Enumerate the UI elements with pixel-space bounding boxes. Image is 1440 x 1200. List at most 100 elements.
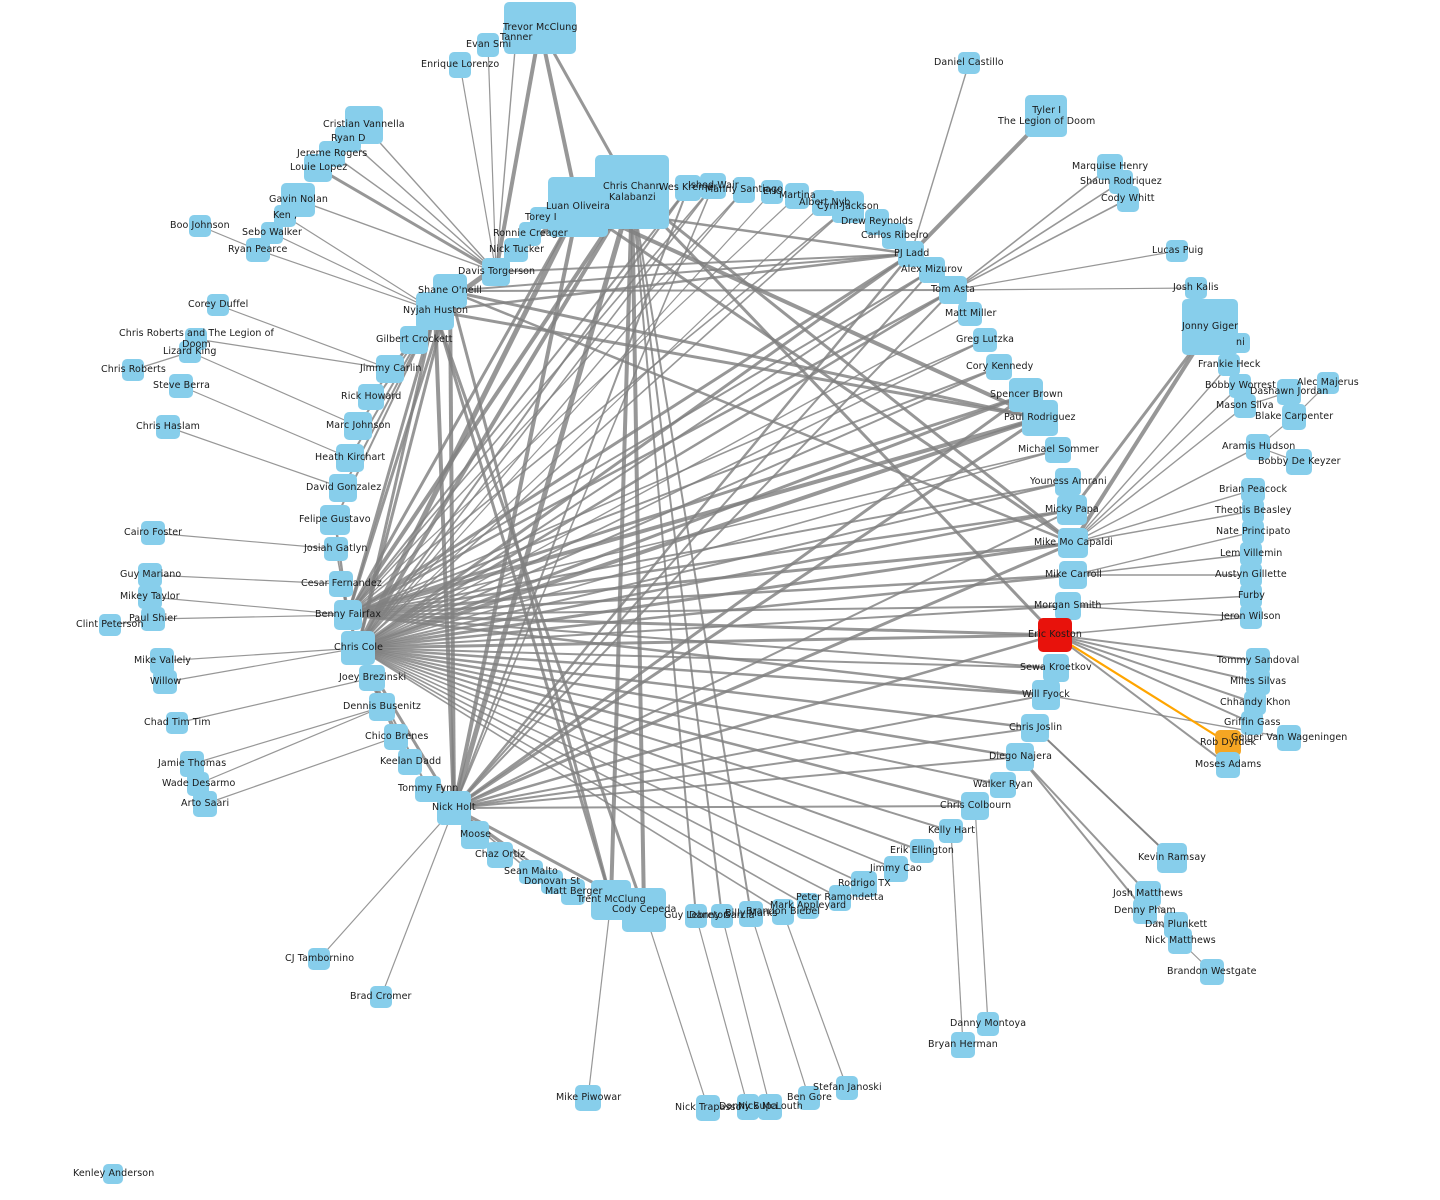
graph-node-jimmy-cao[interactable] (884, 856, 908, 882)
graph-node-wes-kremer[interactable] (675, 175, 701, 201)
graph-node-david-gonzalez[interactable] (329, 474, 357, 502)
graph-node-jonny-giger[interactable] (1182, 299, 1238, 355)
graph-node-frankie-heck[interactable] (1218, 354, 1240, 376)
graph-node-nick-mclouth[interactable] (758, 1094, 782, 1120)
graph-node-joey-brezinski[interactable] (359, 665, 385, 691)
graph-node-chhandy-khon[interactable] (1244, 691, 1266, 715)
graph-node-ishod-wair[interactable] (700, 173, 726, 199)
graph-node-kevin-ramsay[interactable] (1157, 843, 1187, 873)
graph-node-chris-haslam[interactable] (156, 415, 180, 439)
graph-node-erik-ellington[interactable] (910, 839, 934, 863)
graph-node-mason-silva[interactable] (1234, 394, 1256, 418)
graph-node-josiah-gatlyn[interactable] (324, 537, 348, 561)
graph-node-nick-trapasso[interactable] (696, 1095, 720, 1121)
graph-node-tyler-i[interactable] (1025, 95, 1067, 137)
graph-node-danny-supa[interactable] (737, 1094, 759, 1120)
graph-node-manny-santiago[interactable] (733, 177, 755, 203)
graph-node-dashawn-jordan[interactable] (1277, 379, 1301, 405)
graph-node-mike-carroll[interactable] (1059, 561, 1087, 589)
graph-node-mike-mo-capaldi[interactable] (1058, 528, 1088, 558)
graph-node-alec-majerus[interactable] (1317, 372, 1339, 394)
graph-node-clint-peterson[interactable] (99, 614, 121, 636)
graph-node-danny-garcia[interactable] (711, 904, 733, 928)
graph-node-griffin-gass[interactable] (1241, 711, 1263, 735)
graph-node-aramis-hudson[interactable] (1246, 434, 1270, 460)
graph-node-tom-asta[interactable] (939, 276, 967, 304)
graph-node-keelan-dadd[interactable] (398, 749, 422, 775)
graph-node-miles-silvas[interactable] (1246, 669, 1270, 695)
graph-node-mike-vallely[interactable] (150, 648, 174, 674)
graph-node-dennis-busenitz[interactable] (369, 693, 395, 721)
graph-node-sean-malto[interactable] (519, 860, 543, 884)
graph-node-youness-amrani[interactable] (1055, 468, 1081, 496)
graph-node-ryan-pearce[interactable] (246, 238, 270, 262)
graph-node-chico-brenes[interactable] (384, 724, 408, 750)
graph-node-austyn-gillette[interactable] (1240, 563, 1262, 587)
graph-node-brandon-westgate[interactable] (1200, 959, 1224, 985)
graph-node-corey-duffel[interactable] (207, 294, 229, 316)
graph-node-rick-howard[interactable] (358, 384, 384, 410)
graph-node-paul-rodriguez[interactable] (1022, 400, 1058, 436)
graph-node-michael-sommer[interactable] (1045, 437, 1071, 463)
graph-node-willow[interactable] (153, 670, 177, 694)
graph-node-heath-kirchart[interactable] (336, 444, 364, 472)
graph-node-daniel-castillo[interactable] (958, 52, 980, 74)
graph-node-peter-ramondetta[interactable] (829, 885, 851, 911)
graph-node-geiger-van-wageningen[interactable] (1277, 725, 1301, 751)
graph-node-furby[interactable] (1240, 584, 1262, 608)
graph-node-tommy-fynn[interactable] (415, 776, 441, 802)
graph-node-brad-cromer[interactable] (370, 986, 392, 1008)
graph-node-lucas-puig[interactable] (1166, 240, 1188, 262)
graph-node-mike-piwowar[interactable] (575, 1085, 601, 1111)
graph-node-nick-matthews[interactable] (1168, 928, 1192, 954)
graph-node-evan-smith[interactable] (477, 33, 499, 57)
graph-node-eric-koston[interactable] (1038, 618, 1072, 652)
graph-node-ni[interactable] (1230, 333, 1250, 353)
graph-node-bobby-de-keyzer[interactable] (1286, 449, 1312, 475)
graph-node-bryan-herman[interactable] (951, 1032, 975, 1058)
graph-node-denny-pham[interactable] (1133, 898, 1157, 924)
graph-node-kenley-anderson[interactable] (103, 1164, 123, 1184)
graph-node-enrique-lorenzo[interactable] (449, 52, 471, 78)
graph-node-danny-montoya[interactable] (977, 1012, 999, 1036)
graph-node-arto-saari[interactable] (193, 791, 217, 817)
graph-node-chris-colbourn[interactable] (961, 792, 989, 820)
graph-node-blake-carpenter[interactable] (1282, 404, 1306, 430)
graph-node-mark-appleyard[interactable] (797, 893, 819, 919)
graph-node-bobby-worrest[interactable] (1229, 374, 1251, 398)
graph-node-sewa-kroetkov[interactable] (1043, 654, 1069, 682)
graph-node-kelly-hart[interactable] (939, 819, 963, 843)
graph-node-jeron-wilson[interactable] (1240, 605, 1262, 629)
graph-node-brian-peacock[interactable] (1241, 478, 1265, 502)
graph-node-nick-holt[interactable] (437, 791, 471, 825)
graph-node-cesar-fernandez[interactable] (329, 571, 353, 597)
graph-node-cj-tambornino[interactable] (308, 948, 330, 970)
graph-node-guy-mariano[interactable] (138, 563, 162, 587)
graph-node-cairo-foster[interactable] (141, 521, 165, 545)
graph-node-marc-johnson[interactable] (344, 412, 372, 440)
graph-node-eric-m[interactable] (761, 180, 783, 204)
graph-node-jimmy-carlin[interactable] (376, 355, 404, 383)
graph-node-martina[interactable] (785, 183, 809, 209)
graph-node-trent-mcclung[interactable] (591, 880, 631, 920)
graph-node-chad-tim-tim[interactable] (166, 712, 188, 734)
graph-node-stefan-janoski[interactable] (836, 1076, 858, 1100)
graph-node-tanner[interactable] (503, 25, 529, 51)
graph-node-rob-dyrdek[interactable] (1215, 730, 1241, 756)
graph-node-felipe-gustavo[interactable] (320, 505, 350, 535)
graph-node-wade-desarmo[interactable] (187, 772, 209, 796)
graph-node-cyril-jackson[interactable] (832, 191, 864, 223)
graph-node-morgan-smith[interactable] (1055, 592, 1081, 620)
graph-node-lizard-king[interactable] (179, 341, 201, 363)
graph-node-will-fyock[interactable] (1032, 680, 1060, 710)
graph-node-chris-roberts[interactable] (122, 359, 144, 381)
graph-node-guy-lebreton[interactable] (685, 904, 707, 928)
graph-node-moses-adams[interactable] (1216, 752, 1240, 778)
graph-node-brandon-biebel[interactable] (772, 899, 794, 925)
graph-node-louie-lopez[interactable] (304, 154, 332, 182)
graph-node-rodrigo-tx[interactable] (851, 871, 877, 897)
graph-node-matt-berger[interactable] (561, 879, 585, 905)
graph-node-ken[interactable] (274, 205, 296, 227)
graph-node-ben-gore[interactable] (798, 1086, 820, 1110)
graph-node-lem-villemin[interactable] (1240, 542, 1262, 566)
